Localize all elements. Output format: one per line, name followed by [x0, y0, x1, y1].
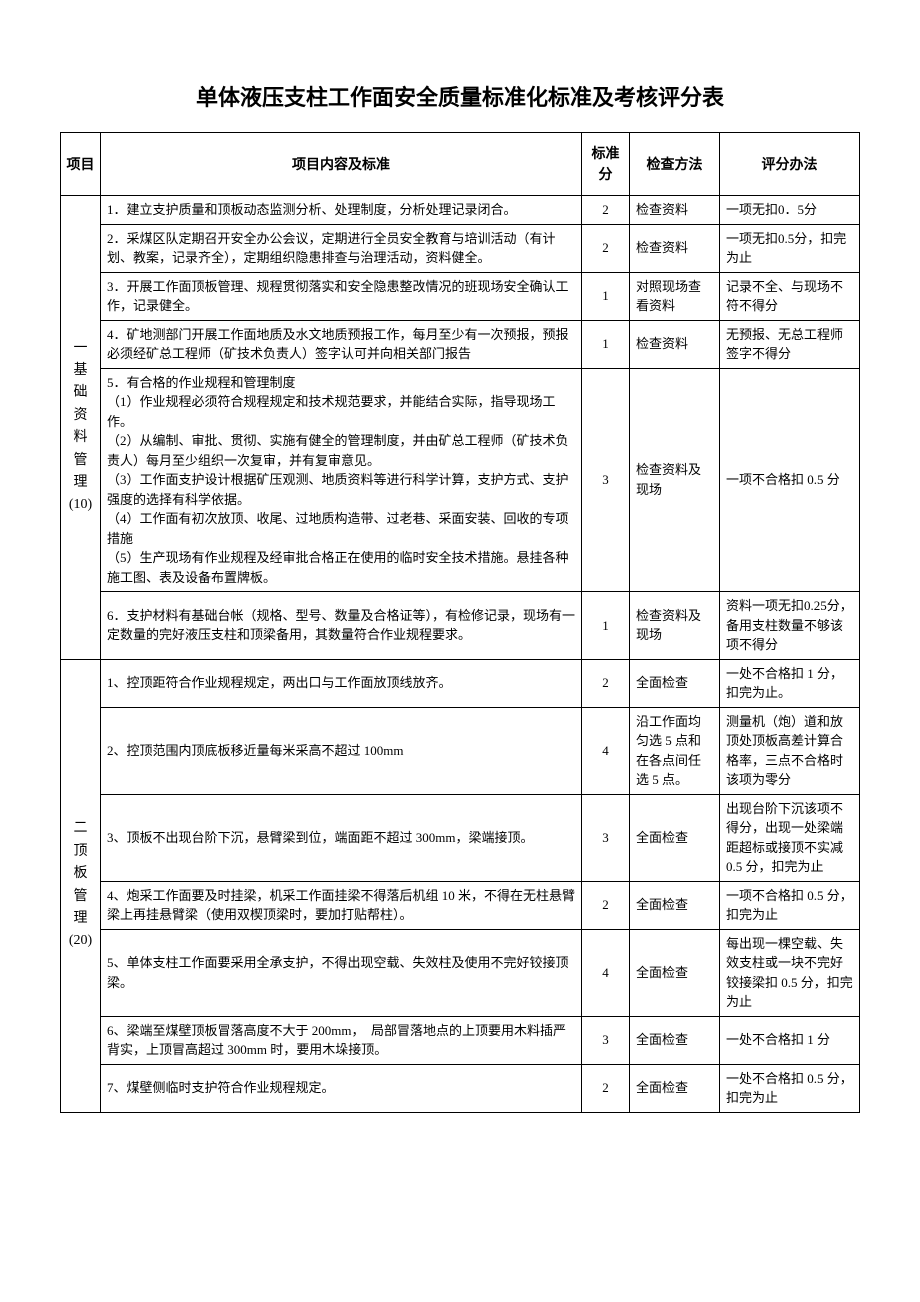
table-row: 4．矿地测部门开展工作面地质及水文地质预报工作，每月至少有一次预报，预报必须经矿… [61, 320, 860, 368]
cell-score: 2 [582, 196, 630, 225]
cell-eval: 一处不合格扣 0.5 分，扣完为止 [720, 1064, 860, 1112]
cell-score: 3 [582, 1016, 630, 1064]
cell-score: 1 [582, 592, 630, 660]
table-row: 5．有合格的作业规程和管理制度 （1）作业规程必须符合规程规定和技术规范要求，并… [61, 368, 860, 592]
table-row: 二 顶 板 管 理 (20) 1、控顶距符合作业规程规定，两出口与工作面放顶线放… [61, 659, 860, 707]
cell-eval: 一处不合格扣 1 分，扣完为止。 [720, 659, 860, 707]
page-title: 单体液压支柱工作面安全质量标准化标准及考核评分表 [60, 80, 860, 112]
cell-eval: 一处不合格扣 1 分 [720, 1016, 860, 1064]
table-row: 一 基 础 资 料 管 理 (10) 1．建立支护质量和顶板动态监测分析、处理制… [61, 196, 860, 225]
table-row: 3．开展工作面顶板管理、规程贯彻落实和安全隐患整改情况的班现场安全确认工作，记录… [61, 272, 860, 320]
cell-score: 1 [582, 272, 630, 320]
cell-content: 3．开展工作面顶板管理、规程贯彻落实和安全隐患整改情况的班现场安全确认工作，记录… [101, 272, 582, 320]
r5-c3: （3）工作面支护设计根据矿压观测、地质资料等进行科学计算，支护方式、支护强度的选… [107, 472, 569, 507]
cell-score: 2 [582, 659, 630, 707]
cell-content: 4．矿地测部门开展工作面地质及水文地质预报工作，每月至少有一次预报，预报必须经矿… [101, 320, 582, 368]
th-method: 检查方法 [630, 133, 720, 196]
r5-c1: （1）作业规程必须符合规程规定和技术规范要求，并能结合实际，指导现场工作。 [107, 394, 556, 429]
th-category: 项目 [61, 133, 101, 196]
cat2-l1: 二 [67, 818, 94, 840]
cell-content: 1．建立支护质量和顶板动态监测分析、处理制度，分析处理记录闭合。 [101, 196, 582, 225]
th-score: 标准分 [582, 133, 630, 196]
category-cell-1: 一 基 础 资 料 管 理 (10) [61, 196, 101, 660]
cat1-l6: 管 [67, 450, 94, 472]
cell-score: 3 [582, 368, 630, 592]
cell-content: 5、单体支柱工作面要采用全承支护，不得出现空载、失效柱及使用不完好铰接顶梁。 [101, 929, 582, 1016]
cell-method: 检查资料 [630, 196, 720, 225]
th-eval: 评分办法 [720, 133, 860, 196]
r5-c5: （5）生产现场有作业规程及经审批合格正在使用的临时安全技术措施。悬挂各种施工图、… [107, 550, 569, 585]
cat1-l2: 基 [67, 360, 94, 382]
cell-method: 全面检查 [630, 794, 720, 881]
cell-content: 3、顶板不出现台阶下沉，悬臂梁到位，端面距不超过 300mm，梁端接顶。 [101, 794, 582, 881]
cat1-l5: 料 [67, 427, 94, 449]
table-row: 2．采煤区队定期召开安全办公会议，定期进行全员安全教育与培训活动（有计划、教案，… [61, 224, 860, 272]
cell-score: 3 [582, 794, 630, 881]
cell-eval: 记录不全、与现场不符不得分 [720, 272, 860, 320]
cell-content: 5．有合格的作业规程和管理制度 （1）作业规程必须符合规程规定和技术规范要求，并… [101, 368, 582, 592]
table-row: 6、梁端至煤壁顶板冒落高度不大于 200mm， 局部冒落地点的上顶要用木料插严背… [61, 1016, 860, 1064]
cell-score: 4 [582, 929, 630, 1016]
category-cell-2: 二 顶 板 管 理 (20) [61, 659, 101, 1112]
cell-method: 全面检查 [630, 1064, 720, 1112]
cat1-l7: 理 [67, 472, 94, 494]
cell-eval: 一项无扣0.5分，扣完为止 [720, 224, 860, 272]
table-row: 6．支护材料有基础台帐（规格、型号、数量及合格证等），有检修记录，现场有一定数量… [61, 592, 860, 660]
cat1-l4: 资 [67, 405, 94, 427]
cell-content: 6、梁端至煤壁顶板冒落高度不大于 200mm， 局部冒落地点的上顶要用木料插严背… [101, 1016, 582, 1064]
r5-c2: （2）从编制、审批、贯彻、实施有健全的管理制度，并由矿总工程师（矿技术负责人）每… [107, 433, 569, 468]
cell-eval: 一项无扣0．5分 [720, 196, 860, 225]
cell-score: 4 [582, 707, 630, 794]
cell-content: 2．采煤区队定期召开安全办公会议，定期进行全员安全教育与培训活动（有计划、教案，… [101, 224, 582, 272]
cell-score: 1 [582, 320, 630, 368]
cell-eval: 资料一项无扣0.25分，备用支柱数量不够该项不得分 [720, 592, 860, 660]
cell-eval: 一项不合格扣 0.5 分 [720, 368, 860, 592]
cell-method: 全面检查 [630, 881, 720, 929]
cell-score: 2 [582, 1064, 630, 1112]
cell-content: 1、控顶距符合作业规程规定，两出口与工作面放顶线放齐。 [101, 659, 582, 707]
cell-method: 检查资料及现场 [630, 368, 720, 592]
cell-content: 7、煤壁侧临时支护符合作业规程规定。 [101, 1064, 582, 1112]
cell-score: 2 [582, 881, 630, 929]
cat2-l4: 管 [67, 886, 94, 908]
cell-eval: 出现台阶下沉该项不得分，出现一处梁端距超标或接顶不实减 0.5 分，扣完为止 [720, 794, 860, 881]
table-header-row: 项目 项目内容及标准 标准分 检查方法 评分办法 [61, 133, 860, 196]
r5-c4: （4）工作面有初次放顶、收尾、过地质构造带、过老巷、采面安装、回收的专项措施 [107, 511, 569, 546]
cell-method: 对照现场查看资料 [630, 272, 720, 320]
table-row: 2、控顶范围内顶底板移近量每米采高不超过 100mm 4 沿工作面均匀选 5 点… [61, 707, 860, 794]
cell-eval: 一项不合格扣 0.5 分，扣完为止 [720, 881, 860, 929]
cell-eval: 无预报、无总工程师签字不得分 [720, 320, 860, 368]
cat2-l5: 理 [67, 908, 94, 930]
evaluation-table: 项目 项目内容及标准 标准分 检查方法 评分办法 一 基 础 资 料 管 理 (… [60, 132, 860, 1113]
table-row: 7、煤壁侧临时支护符合作业规程规定。 2 全面检查 一处不合格扣 0.5 分，扣… [61, 1064, 860, 1112]
cat2-l2: 顶 [67, 841, 94, 863]
r5-c0: 5．有合格的作业规程和管理制度 [107, 375, 296, 390]
cat2-l6: (20) [67, 930, 94, 952]
th-content: 项目内容及标准 [101, 133, 582, 196]
cat2-l3: 板 [67, 863, 94, 885]
cell-method: 检查资料及现场 [630, 592, 720, 660]
cell-content: 6．支护材料有基础台帐（规格、型号、数量及合格证等），有检修记录，现场有一定数量… [101, 592, 582, 660]
cell-method: 全面检查 [630, 659, 720, 707]
cell-method: 检查资料 [630, 320, 720, 368]
cell-method: 全面检查 [630, 1016, 720, 1064]
cell-content: 2、控顶范围内顶底板移近量每米采高不超过 100mm [101, 707, 582, 794]
cell-score: 2 [582, 224, 630, 272]
cat1-l8: (10) [67, 494, 94, 516]
cell-method: 沿工作面均匀选 5 点和在各点间任选 5 点。 [630, 707, 720, 794]
table-row: 5、单体支柱工作面要采用全承支护，不得出现空载、失效柱及使用不完好铰接顶梁。 4… [61, 929, 860, 1016]
cat1-l1: 一 [67, 338, 94, 360]
cell-method: 全面检查 [630, 929, 720, 1016]
cell-content: 4、炮采工作面要及时挂梁，机采工作面挂梁不得落后机组 10 米，不得在无柱悬臂梁… [101, 881, 582, 929]
cat1-l3: 础 [67, 382, 94, 404]
table-row: 3、顶板不出现台阶下沉，悬臂梁到位，端面距不超过 300mm，梁端接顶。 3 全… [61, 794, 860, 881]
cell-eval: 每出现一棵空载、失效支柱或一块不完好铰接梁扣 0.5 分，扣完为止 [720, 929, 860, 1016]
cell-method: 检查资料 [630, 224, 720, 272]
table-row: 4、炮采工作面要及时挂梁，机采工作面挂梁不得落后机组 10 米，不得在无柱悬臂梁… [61, 881, 860, 929]
cell-eval: 测量机（炮）道和放顶处顶板高差计算合格率，三点不合格时该项为零分 [720, 707, 860, 794]
